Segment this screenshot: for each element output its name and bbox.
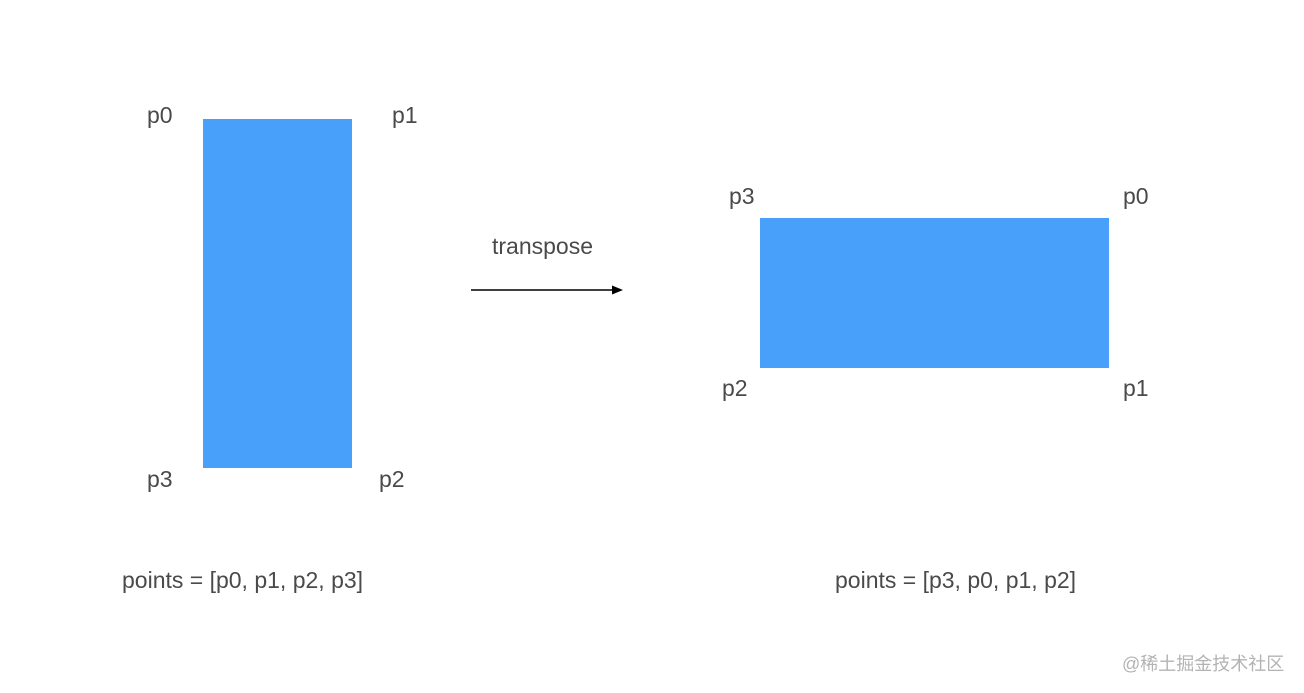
right-corner-top-right-label: p0 bbox=[1123, 183, 1149, 209]
right-rectangle bbox=[760, 218, 1109, 368]
watermark-text: @稀土掘金技术社区 bbox=[1122, 654, 1285, 674]
left-corner-top-left-label: p0 bbox=[147, 102, 173, 128]
left-points-caption: points = [p0, p1, p2, p3] bbox=[122, 567, 364, 593]
left-corner-bottom-right-label: p2 bbox=[379, 466, 405, 492]
left-rectangle bbox=[203, 119, 352, 468]
right-corner-bottom-left-label: p2 bbox=[722, 375, 748, 401]
transpose-label: transpose bbox=[492, 233, 594, 259]
left-corner-top-right-label: p1 bbox=[392, 102, 418, 128]
right-points-caption: points = [p3, p0, p1, p2] bbox=[835, 567, 1077, 593]
right-arrow-icon bbox=[471, 285, 623, 295]
right-corner-bottom-right-label: p1 bbox=[1123, 375, 1149, 401]
left-corner-bottom-left-label: p3 bbox=[147, 466, 173, 492]
right-corner-top-left-label: p3 bbox=[729, 183, 755, 209]
